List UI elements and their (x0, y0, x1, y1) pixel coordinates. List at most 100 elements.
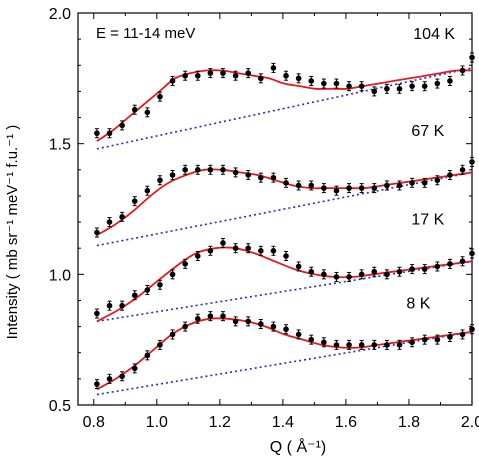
data-point (358, 185, 365, 191)
data-point (283, 72, 289, 79)
data-point (283, 180, 289, 186)
data-point (295, 263, 302, 270)
data-point (270, 323, 277, 330)
data-point (384, 182, 390, 189)
data-point (396, 85, 403, 92)
y-tick-label: 0.5 (49, 398, 71, 415)
data-point (194, 167, 201, 173)
x-tick-label: 1.8 (398, 414, 420, 431)
data-point (295, 182, 302, 189)
data-point (207, 167, 214, 173)
data-point (232, 245, 239, 251)
data-point (157, 281, 163, 288)
data-point (447, 172, 453, 178)
y-tick-label: 1.0 (49, 267, 71, 284)
data-point (346, 274, 352, 280)
data-point (295, 331, 302, 338)
data-point (220, 167, 226, 173)
data-point (94, 130, 100, 137)
data-point (131, 365, 138, 372)
background-line (96, 331, 473, 396)
data-point (371, 268, 378, 275)
data-point (321, 80, 327, 87)
x-tick-label: 1.0 (146, 414, 168, 431)
series-label: 104 K (413, 26, 455, 43)
data-point (384, 271, 390, 278)
data-point (409, 266, 415, 272)
data-point (434, 177, 441, 184)
background-lines-layer (96, 67, 473, 396)
data-point (469, 54, 475, 61)
data-point (321, 271, 327, 278)
data-point (258, 248, 264, 254)
x-axis-label: Q ( Å⁻¹) (270, 437, 326, 456)
data-point (409, 83, 415, 89)
data-point (358, 83, 365, 89)
data-point (144, 287, 151, 293)
background-line (96, 67, 473, 150)
data-point (157, 177, 163, 184)
data-point (447, 261, 453, 267)
data-point (409, 180, 415, 186)
data-point (421, 180, 428, 186)
data-point (144, 187, 151, 194)
series-label: 17 K (411, 212, 444, 229)
data-point (434, 263, 441, 270)
data-point (169, 331, 176, 338)
data-point (131, 292, 138, 299)
data-point (119, 214, 125, 220)
y-axis-label: Intensity ( mb sr⁻¹ meV⁻¹ f.u.⁻¹ ) (4, 125, 21, 340)
data-point (220, 313, 226, 319)
data-point (371, 342, 378, 348)
data-point (459, 67, 466, 74)
data-point (321, 185, 327, 191)
data-point (434, 336, 441, 343)
x-tick-label: 1.4 (272, 414, 294, 431)
data-point (346, 342, 352, 348)
data-point (384, 342, 390, 348)
data-point (434, 80, 441, 87)
data-point (119, 302, 125, 309)
data-point (308, 78, 315, 84)
data-point (194, 253, 201, 259)
data-point (106, 130, 113, 137)
text-layer: E = 11-14 meV Q ( Å⁻¹) Intensity ( mb sr… (4, 25, 455, 456)
data-point (106, 219, 113, 225)
data-point (232, 318, 239, 325)
data-point (119, 122, 125, 129)
data-point (157, 93, 163, 100)
data-point (106, 376, 113, 382)
data-point (333, 187, 340, 194)
data-point (308, 182, 315, 189)
data-point (283, 326, 289, 333)
x-tick-label: 0.8 (83, 414, 105, 431)
data-point (232, 169, 239, 176)
data-point (384, 85, 390, 92)
data-point (270, 65, 277, 71)
y-tick-label: 1.5 (49, 137, 71, 154)
data-point (447, 334, 453, 340)
data-point (396, 342, 403, 348)
data-point (169, 271, 176, 278)
data-point (469, 159, 475, 165)
data-point (144, 109, 151, 116)
data-point (194, 315, 201, 322)
data-point (131, 198, 138, 204)
axes-layer: 0.8 1.0 1.2 1.4 1.6 1.8 2.0 0.5 1.0 1.5 2.0 (49, 6, 479, 431)
data-point (94, 381, 100, 387)
data-point (295, 75, 302, 82)
data-point (469, 250, 475, 257)
background-line (96, 171, 473, 247)
data-point (245, 70, 252, 76)
data-point (358, 342, 365, 348)
data-point (207, 313, 214, 319)
data-point (194, 72, 201, 79)
data-point (245, 318, 252, 325)
data-points-layer (94, 52, 475, 390)
x-tick-label: 2.0 (461, 414, 479, 431)
data-point (144, 352, 151, 359)
data-point (371, 88, 378, 95)
data-point (396, 268, 403, 275)
data-point (270, 248, 277, 254)
